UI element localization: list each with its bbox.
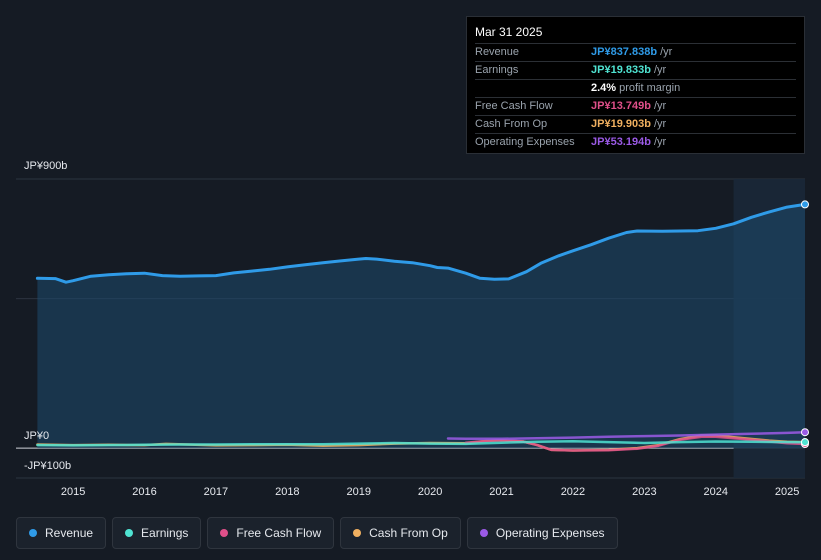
tooltip-row-label: Earnings: [475, 64, 519, 76]
tooltip-row: Free Cash Flow JP¥13.749b/yr: [475, 97, 796, 115]
tooltip: Mar 31 2025 Revenue JP¥837.838b/yr Earning…: [466, 16, 805, 154]
x-tick-label: 2015: [61, 486, 85, 498]
operating-expenses-endpoint: [801, 428, 809, 437]
legend-label: Operating Expenses: [495, 526, 605, 540]
tooltip-row: Cash From Op JP¥19.903b/yr: [475, 115, 796, 133]
tooltip-row-value: JP¥13.749b: [591, 100, 651, 112]
tooltip-row-unit: /yr: [653, 118, 667, 130]
tooltip-row: 2.4% profit margin: [475, 79, 796, 97]
x-axis-ticks: 2015 2016 2017 2018 2019 2020 2021 2022 2023 2024…: [61, 486, 800, 498]
revenue-area-fill: [37, 204, 805, 449]
earnings-endpoint: [801, 438, 809, 447]
operating-expenses-line: [446, 430, 807, 441]
earnings-line: [36, 439, 807, 447]
legend-dot-icon: [125, 529, 134, 537]
x-tick-label: 2022: [561, 486, 585, 498]
tooltip-row-label: Free Cash Flow: [475, 100, 553, 112]
tooltip-row-label: [475, 80, 591, 97]
legend-cash-from-op[interactable]: Cash From Op: [340, 517, 461, 549]
legend-label: Cash From Op: [369, 526, 448, 540]
legend-dot-icon: [29, 529, 37, 537]
legend-label: Earnings: [141, 526, 189, 540]
x-tick-label: 2017: [204, 486, 228, 498]
tooltip-date: Mar 31 2025: [475, 25, 543, 39]
tooltip-row-value: JP¥53.194b: [591, 136, 651, 148]
tooltip-row-value: JP¥837.838b: [591, 46, 658, 58]
revenue-line: [35, 202, 807, 284]
tooltip-rows: Revenue JP¥837.838b/yr Earnings JP¥19.833b /…: [475, 43, 796, 151]
legend-dot-icon: [479, 529, 488, 537]
legend: Revenue Earnings Free Cash Flow Cash Fro…: [16, 517, 618, 549]
legend-dot-icon: [353, 529, 362, 537]
x-tick-label: 2025: [775, 486, 799, 498]
legend-dot-icon: [220, 529, 229, 537]
revenue-endpoint: [801, 200, 809, 209]
x-tick-label: 2016: [132, 486, 156, 498]
y-tick-label-neg100: -JP¥100b: [24, 460, 72, 472]
tooltip-row-value: 2.4%: [591, 82, 617, 94]
tooltip-row-unit: /yr: [653, 136, 667, 148]
tooltip-row: Revenue JP¥837.838b/yr: [475, 43, 796, 61]
tooltip-row-unit: /yr: [653, 100, 667, 112]
series-endpoints: [801, 200, 809, 449]
tooltip-row-label: Cash From Op: [475, 118, 548, 130]
x-tick-label: 2018: [275, 486, 299, 498]
x-tick-label: 2020: [418, 486, 442, 498]
y-tick-label-900: JP¥900b: [24, 160, 68, 172]
x-tick-label: 2024: [704, 486, 728, 498]
legend-label: Revenue: [45, 526, 94, 540]
tooltip-row-value: JP¥19.833b: [591, 64, 651, 76]
x-tick-label: 2019: [346, 486, 370, 498]
tooltip-row-unit: profit margin: [619, 82, 681, 94]
legend-operating-expenses[interactable]: Operating Expenses: [466, 517, 618, 549]
legend-label: Free Cash Flow: [236, 526, 322, 540]
x-tick-label: 2023: [632, 486, 656, 498]
legend-revenue[interactable]: Revenue: [16, 517, 107, 549]
tooltip-row-label: Revenue: [475, 46, 520, 58]
legend-earnings[interactable]: Earnings: [112, 517, 202, 549]
y-tick-label-0: JP¥0: [24, 430, 50, 442]
tooltip-row-unit: /yr: [660, 46, 673, 58]
tooltip-row-unit: /yr: [653, 64, 667, 76]
tooltip-row-label: Operating Expenses: [475, 136, 575, 148]
tooltip-row: Earnings JP¥19.833b/yr: [475, 61, 796, 79]
series-lines: [35, 202, 807, 452]
tooltip-row-value: JP¥19.903b: [591, 118, 651, 130]
x-tick-label: 2021: [489, 486, 513, 498]
revenue-area: [37, 204, 805, 449]
legend-free-cash-flow[interactable]: Free Cash Flow: [207, 517, 335, 549]
tooltip-row: Operating Expenses JP¥53.194b/yr: [475, 133, 796, 151]
